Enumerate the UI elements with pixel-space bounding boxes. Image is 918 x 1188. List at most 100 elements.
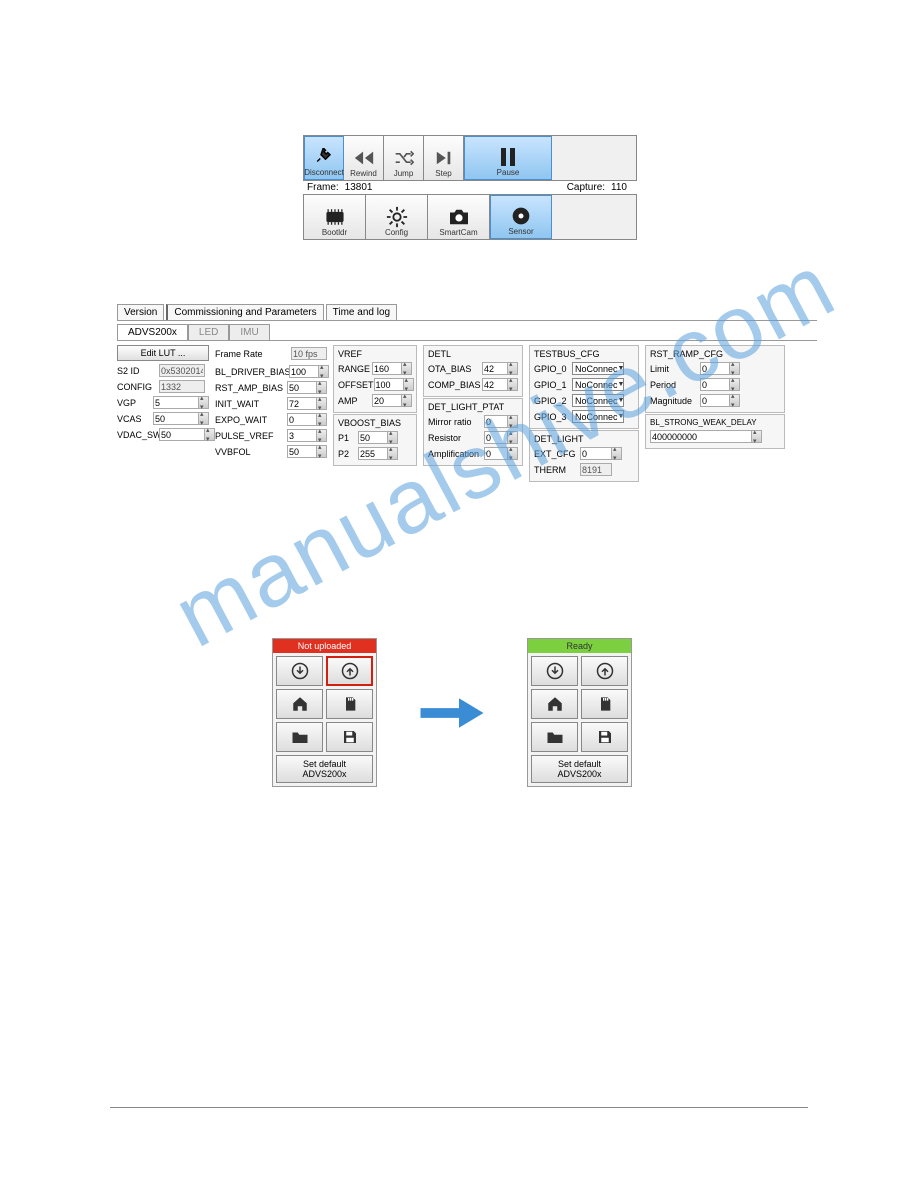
label-RANGE: RANGE bbox=[338, 364, 372, 374]
dropdown-GPIO_2[interactable]: NoConnec bbox=[572, 394, 624, 407]
toolbar-bootldr-button[interactable]: Bootldr bbox=[304, 195, 366, 239]
input-VVBFOL[interactable] bbox=[287, 445, 327, 458]
edit-lut-button[interactable]: Edit LUT ... bbox=[117, 345, 209, 361]
label-EXT_CFG: EXT_CFG bbox=[534, 449, 580, 459]
det-light-title: DET_LIGHT bbox=[534, 434, 634, 444]
group-det-light-ptat: DET_LIGHT_PTAT Mirror ratioResistorAmpli… bbox=[423, 398, 523, 466]
toolbar-sensor-button[interactable]: Sensor bbox=[490, 195, 552, 239]
input-COMP_BIAS[interactable] bbox=[482, 378, 518, 391]
label-Mirror ratio: Mirror ratio bbox=[428, 417, 484, 427]
label-Amplification: Amplification bbox=[428, 449, 484, 459]
sub-tabs: ADVS200x LED IMU bbox=[117, 324, 817, 341]
label-OTA_BIAS: OTA_BIAS bbox=[428, 364, 482, 374]
set-default-button-2[interactable]: Set defaultADVS200x bbox=[531, 755, 628, 783]
input-RANGE[interactable] bbox=[372, 362, 412, 375]
input-RST_AMP_BIAS[interactable] bbox=[287, 381, 327, 394]
testbus-title: TESTBUS_CFG bbox=[534, 349, 634, 359]
input-OFFSET[interactable] bbox=[374, 378, 414, 391]
toolbar-row-1: DisconnectRewindJumpStepPause bbox=[303, 135, 637, 181]
mini-save-button[interactable] bbox=[326, 722, 373, 752]
mini-sd-button-2[interactable] bbox=[581, 689, 628, 719]
input-P1[interactable] bbox=[358, 431, 398, 444]
mini-download-button-2[interactable] bbox=[531, 656, 578, 686]
input-Resistor[interactable] bbox=[484, 431, 518, 444]
frame-label: Frame: bbox=[307, 182, 339, 193]
input-INIT_WAIT[interactable] bbox=[287, 397, 327, 410]
col-rst: RST_RAMP_CFG LimitPeriodMagnitude BL_STR… bbox=[645, 345, 785, 482]
label-Limit: Limit bbox=[650, 364, 700, 374]
toolbar-rewind-button[interactable]: Rewind bbox=[344, 136, 384, 180]
bl-strong-input[interactable] bbox=[650, 430, 762, 443]
input-VDAC_SW[interactable] bbox=[159, 428, 215, 441]
dropdown-GPIO_0[interactable]: NoConnec bbox=[572, 362, 624, 375]
input-P2[interactable] bbox=[358, 447, 398, 460]
col-left: Edit LUT ... S2 IDCONFIGVGPVCASVDAC_SW bbox=[117, 345, 209, 482]
col-framerate: Frame Rate BL_DRIVER_BIASRST_AMP_BIASINI… bbox=[215, 345, 327, 482]
group-vboost: VBOOST_BIAS P1P2 bbox=[333, 414, 417, 466]
transition-panels: Not uploaded Set defaultADVS200x Ready S… bbox=[272, 638, 632, 787]
input-Period[interactable] bbox=[700, 378, 740, 391]
input-EXT_CFG[interactable] bbox=[580, 447, 622, 460]
mini-sd-button[interactable] bbox=[326, 689, 373, 719]
main-toolbar: DisconnectRewindJumpStepPause Frame: 138… bbox=[303, 135, 637, 240]
group-detl: DETL OTA_BIASCOMP_BIAS bbox=[423, 345, 523, 397]
mini-download-button[interactable] bbox=[276, 656, 323, 686]
input-BL_DRIVER_BIAS[interactable] bbox=[289, 365, 329, 378]
input-Limit[interactable] bbox=[700, 362, 740, 375]
panel-ready: Ready Set defaultADVS200x bbox=[527, 638, 632, 787]
header-not-uploaded: Not uploaded bbox=[273, 639, 376, 653]
panel-not-uploaded: Not uploaded Set defaultADVS200x bbox=[272, 638, 377, 787]
capture-value: 110 bbox=[611, 182, 627, 193]
arrow-icon bbox=[417, 695, 487, 731]
label-EXPO_WAIT: EXPO_WAIT bbox=[215, 415, 287, 425]
input-EXPO_WAIT[interactable] bbox=[287, 413, 327, 426]
subtab-led[interactable]: LED bbox=[188, 324, 229, 340]
mini-folder-button-2[interactable] bbox=[531, 722, 578, 752]
mini-upload-button-highlighted[interactable] bbox=[326, 656, 373, 686]
toolbar-pause-button[interactable]: Pause bbox=[464, 136, 552, 180]
toolbar-jump-button[interactable]: Jump bbox=[384, 136, 424, 180]
mini-save-button-2[interactable] bbox=[581, 722, 628, 752]
dropdown-GPIO_3[interactable]: NoConnec bbox=[572, 410, 624, 423]
mini-home-button[interactable] bbox=[276, 689, 323, 719]
toolbar-info: Frame: 13801 Capture: 110 bbox=[303, 181, 637, 194]
input-Amplification[interactable] bbox=[484, 447, 518, 460]
input-VCAS[interactable] bbox=[153, 412, 209, 425]
mini-home-button-2[interactable] bbox=[531, 689, 578, 719]
group-vref: VREF RANGEOFFSETAMP bbox=[333, 345, 417, 413]
input-OTA_BIAS[interactable] bbox=[482, 362, 518, 375]
label-VCAS: VCAS bbox=[117, 414, 153, 424]
label-VGP: VGP bbox=[117, 398, 153, 408]
subtab-imu[interactable]: IMU bbox=[229, 324, 269, 340]
input-Mirror ratio[interactable] bbox=[484, 415, 518, 428]
tab-time-log[interactable]: Time and log bbox=[326, 304, 397, 320]
tab-version[interactable]: Version bbox=[117, 304, 164, 320]
parameter-area: Edit LUT ... S2 IDCONFIGVGPVCASVDAC_SW F… bbox=[117, 345, 817, 482]
toolbar-step-button[interactable]: Step bbox=[424, 136, 464, 180]
input-Magnitude[interactable] bbox=[700, 394, 740, 407]
input-VGP[interactable] bbox=[153, 396, 209, 409]
input-AMP[interactable] bbox=[372, 394, 412, 407]
frame-value: 13801 bbox=[345, 182, 373, 193]
label-INIT_WAIT: INIT_WAIT bbox=[215, 399, 287, 409]
subtab-advs[interactable]: ADVS200x bbox=[117, 324, 188, 340]
input-PULSE_VREF[interactable] bbox=[287, 429, 327, 442]
toolbar-smartcam-button[interactable]: SmartCam bbox=[428, 195, 490, 239]
dlp-title: DET_LIGHT_PTAT bbox=[428, 402, 518, 412]
mini-folder-button[interactable] bbox=[276, 722, 323, 752]
col-testbus: TESTBUS_CFG GPIO_0NoConnecGPIO_1NoConnec… bbox=[529, 345, 639, 482]
tab-commissioning[interactable]: Commissioning and Parameters bbox=[166, 304, 323, 320]
set-default-button-1[interactable]: Set defaultADVS200x bbox=[276, 755, 373, 783]
toolbar-config-button[interactable]: Config bbox=[366, 195, 428, 239]
mini-upload-button-2[interactable] bbox=[581, 656, 628, 686]
label-P2: P2 bbox=[338, 449, 358, 459]
dropdown-GPIO_1[interactable]: NoConnec bbox=[572, 378, 624, 391]
input-S2 ID[interactable] bbox=[159, 364, 205, 377]
input-CONFIG[interactable] bbox=[159, 380, 205, 393]
label-GPIO_0: GPIO_0 bbox=[534, 364, 572, 374]
label-PULSE_VREF: PULSE_VREF bbox=[215, 431, 287, 441]
label-AMP: AMP bbox=[338, 396, 372, 406]
input-THERM[interactable] bbox=[580, 463, 612, 476]
toolbar-disconnect-button[interactable]: Disconnect bbox=[304, 136, 344, 180]
main-tabs: Version Commissioning and Parameters Tim… bbox=[117, 304, 817, 321]
